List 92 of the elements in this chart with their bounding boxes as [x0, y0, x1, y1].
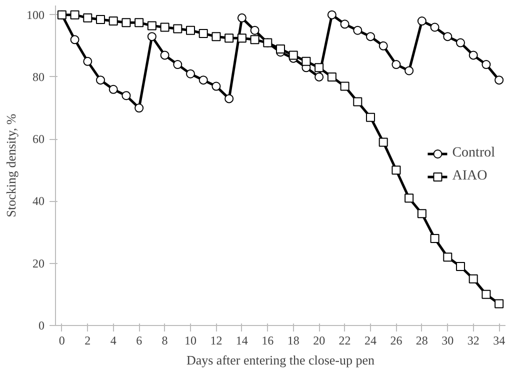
x-tick-label: 12 — [210, 334, 222, 348]
point — [417, 209, 426, 218]
point — [250, 26, 260, 35]
x-tick-label: 28 — [416, 334, 428, 348]
point — [456, 262, 465, 271]
point — [134, 18, 144, 28]
point — [83, 13, 92, 22]
point — [353, 26, 362, 35]
x-tick-label: 8 — [162, 334, 168, 348]
legend-label: Control — [452, 146, 495, 162]
x-tick-label: 14 — [236, 334, 248, 348]
point — [173, 24, 182, 34]
x-tick-label: 10 — [184, 334, 196, 348]
y-tick-label: 0 — [38, 318, 44, 332]
point — [198, 28, 208, 38]
x-tick-label: 30 — [442, 334, 454, 348]
point — [353, 97, 362, 106]
y-tick-label: 40 — [32, 194, 44, 208]
x-tick-label: 6 — [136, 334, 142, 348]
y-tick-label: 80 — [32, 70, 44, 84]
point — [83, 56, 92, 66]
point — [237, 34, 246, 43]
point — [224, 94, 234, 104]
point — [340, 20, 350, 29]
point — [160, 22, 170, 32]
point — [237, 13, 246, 22]
point — [482, 60, 491, 70]
point — [366, 112, 375, 122]
x-axis-title: Days after entering the close-up pen — [186, 352, 376, 368]
point — [198, 76, 208, 85]
point — [134, 104, 144, 113]
x-tick-label: 32 — [467, 334, 480, 348]
point — [96, 14, 105, 24]
point — [122, 91, 131, 100]
x-tick-label: 20 — [313, 334, 326, 348]
point — [160, 50, 170, 60]
point — [468, 50, 478, 60]
point — [57, 10, 66, 20]
y-tick-label: 60 — [32, 132, 44, 146]
point — [108, 84, 118, 94]
point — [212, 32, 221, 42]
y-tick-label: 20 — [32, 256, 44, 270]
point — [366, 32, 375, 42]
x-tick-label: 18 — [287, 334, 300, 348]
x-tick-label: 4 — [110, 334, 116, 348]
y-axis-title: Stocking density, % — [4, 114, 18, 218]
point — [404, 194, 414, 203]
point — [443, 32, 452, 42]
x-tick-label: 22 — [338, 334, 351, 348]
point — [392, 60, 401, 70]
x-tick-label: 26 — [390, 334, 402, 348]
x-tick-label: 24 — [364, 334, 376, 348]
point — [430, 234, 440, 244]
point — [186, 69, 195, 78]
point — [430, 22, 440, 32]
point — [96, 76, 105, 85]
point — [314, 72, 324, 82]
x-tick-label: 0 — [58, 334, 65, 348]
point — [147, 32, 156, 42]
point — [392, 166, 401, 175]
point — [456, 38, 465, 48]
point — [494, 299, 504, 308]
point — [340, 82, 350, 91]
point — [327, 10, 336, 20]
x-tick-label: 2 — [84, 334, 91, 348]
y-tick-label: 100 — [26, 8, 44, 22]
point — [482, 290, 491, 299]
point — [327, 72, 336, 82]
point — [288, 50, 298, 60]
x-tick-label: 16 — [262, 334, 274, 348]
point — [147, 21, 156, 30]
point — [378, 41, 388, 50]
point — [443, 252, 452, 262]
point — [494, 76, 504, 85]
point — [70, 10, 80, 20]
point — [108, 16, 118, 26]
point — [314, 63, 324, 72]
point — [173, 60, 182, 70]
point — [250, 35, 260, 44]
point — [122, 18, 131, 28]
point — [468, 274, 478, 284]
x-tick-label: 34 — [493, 334, 506, 348]
point — [224, 34, 234, 43]
point — [302, 56, 311, 66]
point — [378, 138, 388, 147]
point — [276, 44, 285, 54]
point — [186, 26, 195, 35]
point — [70, 35, 80, 44]
legend-label: AIAO — [452, 168, 488, 184]
point — [404, 66, 414, 76]
point — [417, 16, 426, 26]
point — [212, 82, 221, 91]
